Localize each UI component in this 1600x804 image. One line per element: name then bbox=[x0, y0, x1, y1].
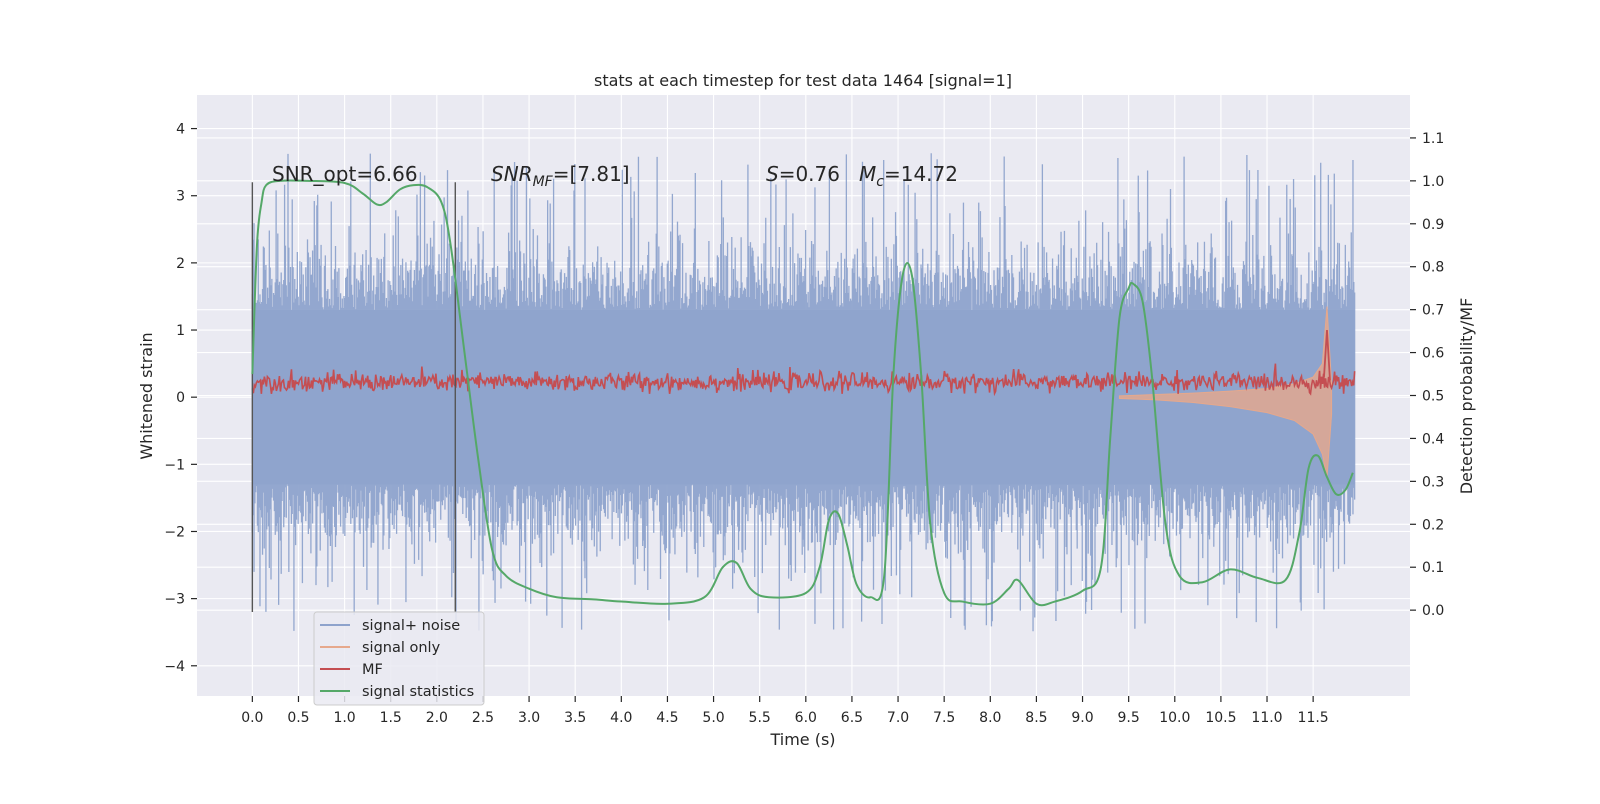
annotation-snr-opt: SNR_opt=6.66 bbox=[272, 162, 418, 186]
x-tick-label: 11.0 bbox=[1251, 710, 1282, 726]
snr-mf-subscript: MF bbox=[533, 174, 554, 190]
x-tick-label: 6.0 bbox=[795, 710, 817, 726]
annotation-s: S=0.76 bbox=[766, 162, 840, 186]
chart-title: stats at each timestep for test data 146… bbox=[594, 71, 1012, 90]
x-tick-label: 3.5 bbox=[564, 710, 586, 726]
y-right-tick-label: 0.4 bbox=[1422, 431, 1444, 447]
mc-value: =14.72 bbox=[884, 162, 958, 186]
x-tick-label: 5.5 bbox=[749, 710, 771, 726]
y-tick-label: 4 bbox=[176, 122, 185, 138]
x-tick-label: 1.0 bbox=[333, 710, 355, 726]
x-tick-label: 11.5 bbox=[1298, 710, 1329, 726]
x-tick-label: 4.0 bbox=[610, 710, 632, 726]
x-tick-label: 10.5 bbox=[1205, 710, 1236, 726]
x-tick-label: 0.5 bbox=[287, 710, 309, 726]
x-tick-label: 1.5 bbox=[380, 710, 402, 726]
axes-layer: 0.0 0.5 1.0 1.5 2.0 2.5 3.0 3.5 4.0 4.5 5.0 5.5 6.0 6… bbox=[164, 122, 1444, 726]
y-right-tick-label: 1.1 bbox=[1422, 131, 1444, 147]
snr-mf-value: =[7.81] bbox=[553, 162, 630, 186]
y-right-tick-label: 0.9 bbox=[1422, 217, 1444, 233]
x-tick-label: 3.0 bbox=[518, 710, 540, 726]
x-tick-label: 2.5 bbox=[472, 710, 494, 726]
x-tick-label: 9.0 bbox=[1071, 710, 1093, 726]
legend-label-mf: MF bbox=[362, 662, 383, 678]
y-tick-label: −3 bbox=[164, 592, 185, 608]
y-right-axis-label: Detection probability/MF bbox=[1457, 298, 1476, 495]
y-tick-label: −2 bbox=[164, 524, 185, 540]
y-right-tick-label: 0.1 bbox=[1422, 560, 1444, 576]
y-tick-label: −1 bbox=[164, 457, 185, 473]
x-tick-label: 9.5 bbox=[1118, 710, 1140, 726]
x-tick-label: 8.5 bbox=[1025, 710, 1047, 726]
x-tick-label: 4.5 bbox=[656, 710, 678, 726]
legend-label-signal-only: signal only bbox=[362, 640, 441, 656]
x-tick-label: 6.5 bbox=[841, 710, 863, 726]
x-tick-label: 10.0 bbox=[1159, 710, 1190, 726]
y-tick-label: 1 bbox=[176, 323, 185, 339]
signal-only-series bbox=[1118, 306, 1333, 478]
x-tick-label: 0.0 bbox=[241, 710, 263, 726]
mf-series bbox=[251, 329, 1356, 397]
mf-peak bbox=[1323, 329, 1331, 381]
y-right-tick-label: 0.5 bbox=[1422, 389, 1444, 405]
signal-statistics-curve bbox=[251, 179, 1354, 607]
y-tick-label: −4 bbox=[164, 659, 185, 675]
mf-trace bbox=[251, 363, 1356, 397]
y-axis-label: Whitened strain bbox=[137, 332, 156, 459]
y-right-tick-label: 0.6 bbox=[1422, 346, 1444, 362]
mc-symbol: M bbox=[859, 162, 876, 186]
y-tick-label: 3 bbox=[176, 189, 185, 205]
signal-only-envelope bbox=[1118, 306, 1333, 478]
annotation-snr-mf: SNRMF=[7.81] bbox=[491, 162, 630, 190]
y-tick-label: 2 bbox=[176, 256, 185, 272]
x-axis-label: Time (s) bbox=[769, 730, 835, 749]
legend: signal+ noise signal only MF signal stat… bbox=[313, 611, 485, 706]
signal-statistics-series bbox=[251, 179, 1354, 607]
snr-mf-prefix: SNR bbox=[491, 162, 533, 186]
y-right-tick-label: 0.3 bbox=[1422, 474, 1444, 490]
y-right-tick-label: 1.0 bbox=[1422, 174, 1444, 190]
y-right-tick-label: 0.2 bbox=[1422, 517, 1444, 533]
y-right-tick-label: 0.8 bbox=[1422, 260, 1444, 276]
s-value: =0.76 bbox=[779, 162, 840, 186]
x-tick-label: 7.5 bbox=[933, 710, 955, 726]
x-tick-label: 7.0 bbox=[887, 710, 909, 726]
y-tick-label: 0 bbox=[176, 390, 185, 406]
legend-label-signal-noise: signal+ noise bbox=[362, 618, 460, 634]
x-tick-label: 2.0 bbox=[426, 710, 448, 726]
legend-label-signal-statistics: signal statistics bbox=[362, 684, 474, 700]
x-tick-label: 5.0 bbox=[702, 710, 724, 726]
s-symbol: S bbox=[766, 162, 779, 186]
y-right-tick-label: 0.0 bbox=[1422, 603, 1444, 619]
window-lines bbox=[251, 182, 456, 613]
legend-box bbox=[313, 611, 485, 706]
x-tick-label: 8.0 bbox=[979, 710, 1001, 726]
annotation-mc: Mc=14.72 bbox=[859, 162, 958, 190]
mc-subscript: c bbox=[876, 174, 884, 190]
y-right-tick-label: 0.7 bbox=[1422, 303, 1444, 319]
